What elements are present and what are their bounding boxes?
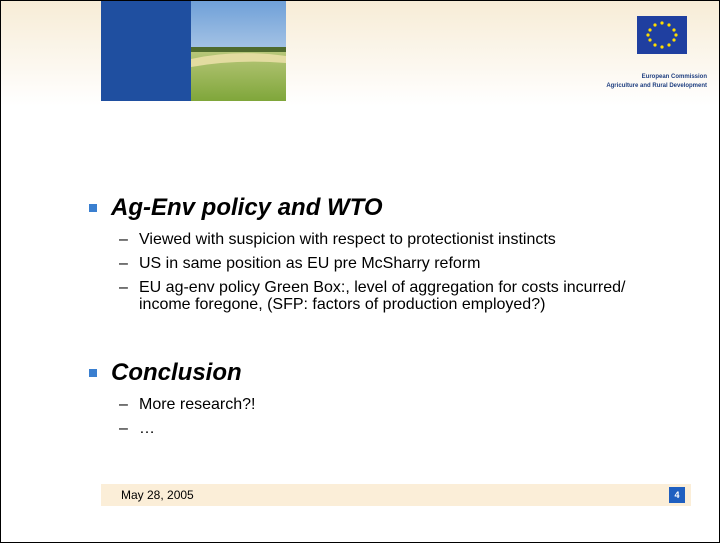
dash: –: [119, 396, 128, 413]
dash: –: [119, 420, 128, 437]
item-text: Viewed with suspicion with respect to pr…: [139, 231, 659, 248]
page-number: 4: [669, 487, 685, 503]
item-text: EU ag-env policy Green Box:, level of ag…: [139, 279, 659, 313]
section-title: Conclusion: [111, 359, 242, 387]
org-dept: Agriculture and Rural Development: [606, 83, 707, 89]
dash: –: [119, 279, 128, 296]
slide: European Commission Agriculture and Rura…: [0, 0, 720, 543]
bullet: [89, 369, 97, 377]
item-text: US in same position as EU pre McSharry r…: [139, 255, 659, 272]
dash: –: [119, 255, 128, 272]
footer-date: May 28, 2005: [121, 488, 194, 502]
org-name: European Commission: [642, 74, 708, 80]
dash: –: [119, 231, 128, 248]
section-title: Ag-Env policy and WTO: [111, 194, 383, 222]
bullet: [89, 204, 97, 212]
header-band: European Commission Agriculture and Rura…: [1, 1, 719, 106]
item-text: More research?!: [139, 396, 659, 413]
item-text: …: [139, 420, 659, 437]
